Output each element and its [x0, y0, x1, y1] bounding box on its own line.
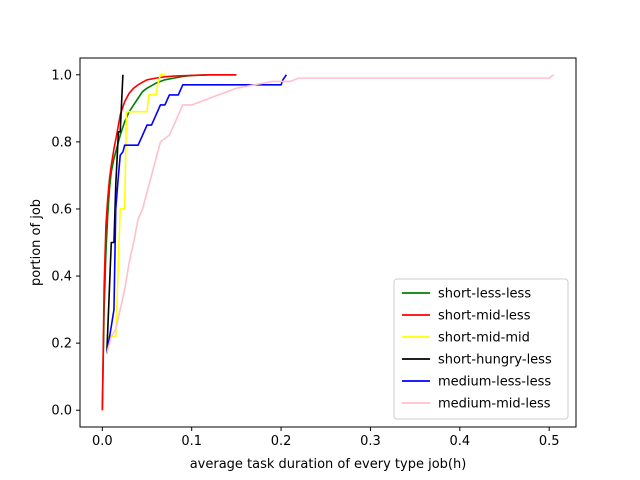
- x-axis-ticks: 0.0 0.1 0.2 0.3 0.4 0.5: [92, 427, 560, 449]
- y-tick-label: 1.0: [51, 68, 72, 83]
- y-axis-label: portion of job: [29, 199, 44, 286]
- y-tick-label: 0.4: [51, 270, 72, 285]
- legend-label: short-mid-mid: [438, 331, 530, 346]
- legend-label: short-mid-less: [438, 309, 531, 324]
- x-tick-label: 0.0: [92, 434, 113, 449]
- y-tick-label: 0.2: [51, 337, 72, 352]
- x-axis-label: average task duration of every type job(…: [190, 457, 467, 472]
- y-tick-label: 0.8: [51, 135, 72, 150]
- x-tick-label: 0.2: [271, 434, 292, 449]
- y-tick-label: 0.0: [51, 404, 72, 419]
- axes-frame: [79, 57, 577, 428]
- series-line-medium-less-less: [106, 74, 288, 354]
- x-tick-label: 0.5: [539, 434, 560, 449]
- series-line-short-mid-less: [101, 73, 237, 411]
- x-tick-label: 0.4: [449, 434, 470, 449]
- legend-label: medium-less-less: [438, 375, 551, 390]
- y-tick-label: 0.6: [51, 202, 72, 217]
- series-line-short-less-less: [101, 73, 237, 411]
- series-line-medium-mid-less: [106, 74, 555, 354]
- legend-label: medium-mid-less: [438, 397, 551, 412]
- legend: short-less-less short-mid-less short-mid-m…: [393, 278, 569, 420]
- x-tick-label: 0.3: [360, 434, 381, 449]
- legend-label: short-hungry-less: [438, 353, 552, 368]
- legend-box: [393, 278, 569, 420]
- x-tick-label: 0.1: [181, 434, 202, 449]
- plot-area-border: [79, 57, 577, 428]
- series-line-short-mid-mid: [106, 73, 165, 338]
- series-line-short-hungry-less: [106, 74, 124, 354]
- y-axis-ticks: 0.0 0.2 0.4 0.6 0.8 1.0: [51, 68, 80, 419]
- legend-label: short-less-less: [438, 287, 531, 302]
- series-lines: [101, 73, 555, 411]
